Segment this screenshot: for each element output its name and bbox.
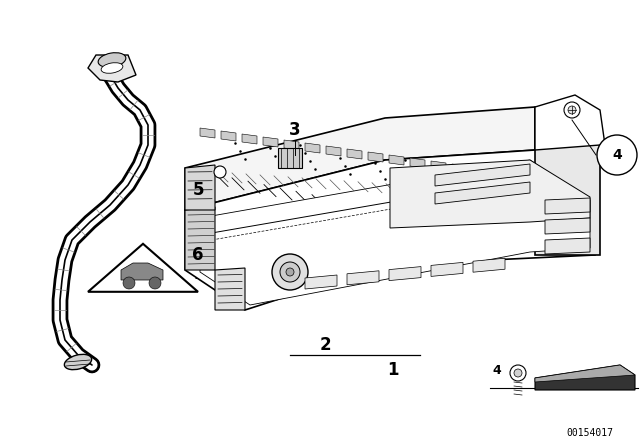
Polygon shape	[284, 140, 299, 150]
Circle shape	[149, 277, 161, 289]
Polygon shape	[185, 165, 215, 210]
Circle shape	[510, 365, 526, 381]
Text: 4: 4	[612, 148, 622, 162]
Polygon shape	[452, 164, 467, 174]
Polygon shape	[221, 131, 236, 141]
Polygon shape	[88, 55, 136, 82]
Text: 3: 3	[289, 121, 301, 139]
Polygon shape	[389, 267, 421, 280]
Ellipse shape	[98, 53, 126, 67]
Polygon shape	[88, 244, 198, 292]
Polygon shape	[390, 160, 590, 228]
Polygon shape	[435, 182, 530, 204]
Polygon shape	[473, 258, 505, 272]
Polygon shape	[545, 238, 590, 254]
Text: 4: 4	[493, 363, 501, 376]
Polygon shape	[494, 170, 509, 180]
Polygon shape	[347, 271, 379, 285]
Polygon shape	[473, 167, 488, 177]
Circle shape	[280, 262, 300, 282]
Polygon shape	[305, 275, 337, 289]
Polygon shape	[410, 158, 425, 168]
Ellipse shape	[65, 354, 92, 370]
Text: 00154017: 00154017	[566, 428, 614, 438]
Polygon shape	[185, 207, 215, 270]
Polygon shape	[185, 150, 595, 310]
Polygon shape	[535, 107, 600, 255]
Text: 6: 6	[192, 246, 204, 264]
Polygon shape	[242, 134, 257, 144]
Polygon shape	[535, 365, 635, 382]
Polygon shape	[185, 107, 535, 210]
Polygon shape	[435, 164, 530, 186]
Circle shape	[286, 268, 294, 276]
Polygon shape	[368, 152, 383, 162]
Polygon shape	[278, 148, 302, 168]
Circle shape	[568, 106, 576, 114]
Polygon shape	[431, 161, 446, 171]
Polygon shape	[200, 128, 215, 138]
Polygon shape	[347, 149, 362, 159]
Polygon shape	[389, 155, 404, 165]
Polygon shape	[200, 160, 590, 305]
Polygon shape	[215, 268, 245, 310]
Polygon shape	[545, 218, 590, 234]
Circle shape	[123, 277, 135, 289]
Circle shape	[272, 254, 308, 290]
Polygon shape	[305, 143, 320, 153]
Circle shape	[564, 102, 580, 118]
Circle shape	[214, 166, 226, 178]
Text: 1: 1	[387, 361, 399, 379]
Polygon shape	[263, 137, 278, 147]
Ellipse shape	[101, 63, 123, 73]
Text: 2: 2	[319, 336, 331, 354]
Polygon shape	[535, 365, 635, 390]
Circle shape	[514, 369, 522, 377]
Text: 5: 5	[192, 181, 204, 199]
Polygon shape	[431, 263, 463, 276]
Polygon shape	[326, 146, 341, 156]
Polygon shape	[545, 198, 590, 214]
Polygon shape	[535, 95, 605, 150]
Polygon shape	[121, 263, 163, 280]
Circle shape	[597, 135, 637, 175]
